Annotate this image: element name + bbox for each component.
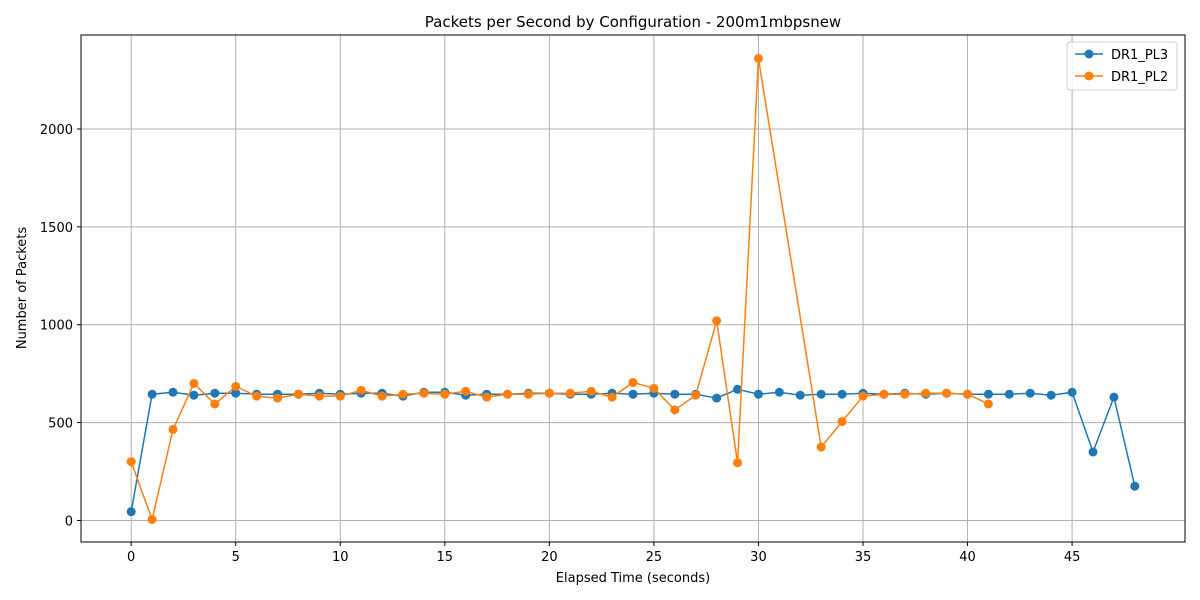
data-point-dr1-pl3	[1109, 392, 1119, 402]
data-point-dr1-pl2	[628, 377, 638, 387]
x-tick-label: 20	[541, 550, 558, 565]
data-point-dr1-pl2	[293, 389, 303, 399]
y-tick-label: 1000	[40, 319, 73, 334]
data-point-dr1-pl2	[753, 53, 763, 63]
series-line-dr1-pl2	[130, 58, 989, 523]
data-point-dr1-pl2	[503, 389, 513, 399]
data-point-dr1-pl2	[858, 391, 868, 401]
plot-frame	[80, 34, 1186, 543]
data-point-dr1-pl2	[963, 389, 973, 399]
data-point-dr1-pl2	[879, 389, 889, 399]
data-point-dr1-pl2	[523, 389, 533, 399]
data-point-dr1-pl2	[712, 316, 722, 326]
grid	[81, 35, 1185, 542]
data-point-dr1-pl2	[586, 386, 596, 396]
data-point-dr1-pl3	[753, 389, 763, 399]
data-point-dr1-pl2	[335, 391, 345, 401]
data-point-dr1-pl3	[628, 389, 638, 399]
ticks: 0 5 10 15 20 25 30 35 40 45 0 500 1000 1500 2000	[40, 123, 1080, 565]
x-tick-label: 10	[332, 550, 349, 565]
data-point-dr1-pl2	[733, 458, 743, 468]
data-point-dr1-pl3	[1067, 387, 1077, 397]
y-tick-label: 500	[48, 417, 73, 432]
y-tick-label: 1500	[40, 221, 73, 236]
data-point-dr1-pl3	[712, 393, 722, 403]
legend-label-dr1-pl2: DR1_PL2	[1111, 70, 1168, 85]
x-tick-label: 35	[855, 550, 872, 565]
data-point-dr1-pl2	[377, 391, 387, 401]
data-point-dr1-pl2	[900, 389, 910, 399]
data-point-dr1-pl3	[670, 389, 680, 399]
data-point-dr1-pl2	[231, 381, 241, 391]
data-point-dr1-pl2	[607, 392, 617, 402]
data-point-dr1-pl2	[837, 417, 847, 427]
y-tick-label: 2000	[40, 123, 73, 138]
data-point-dr1-pl3	[231, 388, 241, 398]
data-point-dr1-pl3	[210, 388, 220, 398]
x-tick-label: 30	[750, 550, 767, 565]
data-point-dr1-pl2	[398, 389, 408, 399]
data-point-dr1-pl2	[544, 388, 554, 398]
data-point-dr1-pl2	[461, 386, 471, 396]
data-point-dr1-pl2	[252, 391, 262, 401]
data-point-dr1-pl2	[189, 378, 199, 388]
data-point-dr1-pl3	[1130, 481, 1140, 491]
data-point-dr1-pl2	[168, 424, 178, 434]
x-axis-label: Elapsed Time (seconds)	[556, 571, 710, 586]
x-tick-label: 45	[1064, 550, 1081, 565]
x-tick-label: 5	[232, 550, 240, 565]
data-point-dr1-pl2	[482, 392, 492, 402]
data-point-dr1-pl3	[1088, 447, 1098, 457]
x-tick-label: 25	[646, 550, 663, 565]
data-point-dr1-pl3	[126, 507, 136, 517]
data-point-dr1-pl2	[649, 383, 659, 393]
data-point-dr1-pl2	[419, 388, 429, 398]
data-point-dr1-pl2	[921, 388, 931, 398]
data-point-dr1-pl3	[168, 387, 178, 397]
data-point-dr1-pl3	[837, 389, 847, 399]
data-point-dr1-pl2	[314, 391, 324, 401]
legend-label-dr1-pl3: DR1_PL3	[1111, 48, 1168, 63]
data-point-dr1-pl2	[356, 385, 366, 395]
data-point-dr1-pl3	[795, 390, 805, 400]
legend-marker-dr1-pl2	[1084, 71, 1094, 81]
chart-title: Packets per Second by Configuration - 20…	[425, 13, 841, 31]
legend-marker-dr1-pl3	[1084, 49, 1094, 59]
data-point-dr1-pl3	[1025, 388, 1035, 398]
data-point-dr1-pl3	[774, 387, 784, 397]
data-point-dr1-pl3	[1004, 389, 1014, 399]
data-point-dr1-pl3	[1046, 390, 1056, 400]
data-point-dr1-pl2	[126, 457, 136, 467]
data-point-dr1-pl2	[273, 393, 283, 403]
x-tick-label: 40	[959, 550, 976, 565]
x-tick-label: 15	[437, 550, 454, 565]
data-point-dr1-pl2	[565, 388, 575, 398]
data-point-dr1-pl2	[210, 399, 220, 409]
data-point-dr1-pl3	[816, 389, 826, 399]
data-point-dr1-pl2	[147, 514, 157, 524]
data-point-dr1-pl3	[983, 389, 993, 399]
data-point-dr1-pl2	[816, 442, 826, 452]
series-dr1-pl2	[126, 53, 993, 524]
y-axis-label: Number of Packets	[15, 227, 30, 350]
data-point-dr1-pl2	[440, 389, 450, 399]
x-tick-label: 0	[127, 550, 135, 565]
series-layer	[126, 53, 1140, 524]
data-point-dr1-pl3	[733, 384, 743, 394]
data-point-dr1-pl2	[691, 390, 701, 400]
data-point-dr1-pl2	[983, 399, 993, 409]
data-point-dr1-pl3	[189, 390, 199, 400]
data-point-dr1-pl2	[942, 388, 952, 398]
data-point-dr1-pl2	[670, 405, 680, 415]
legend: DR1_PL3 DR1_PL2	[1066, 41, 1178, 91]
data-point-dr1-pl3	[147, 389, 157, 399]
series-line-dr1-pl3	[130, 388, 1136, 512]
y-tick-label: 0	[65, 514, 73, 529]
